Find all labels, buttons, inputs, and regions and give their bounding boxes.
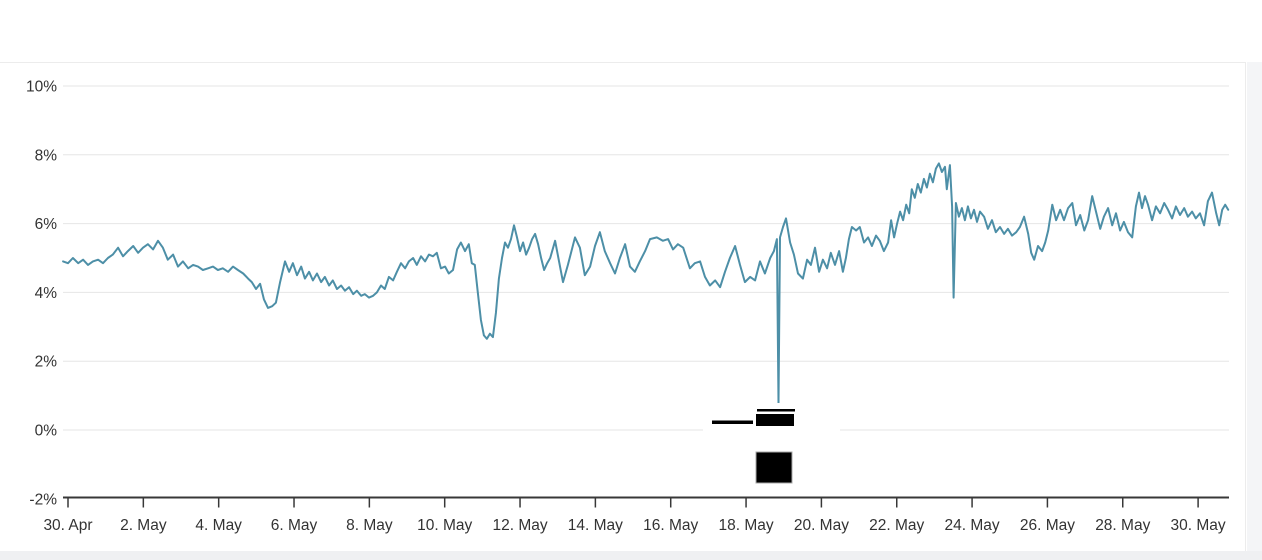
y-axis-label: 2% [35,354,58,371]
x-axis-label: 30. May [1171,517,1226,534]
plot-area[interactable] [63,70,1229,498]
page-right-strip [1247,62,1262,560]
x-axis-label: 6. May [271,517,318,534]
x-axis-label: 28. May [1095,517,1150,534]
y-axis-label: 4% [35,285,58,302]
x-axis-label: 12. May [492,517,547,534]
page-bottom-strip [0,551,1262,560]
y-axis-label: 8% [35,147,58,164]
x-axis-label: 2. May [120,517,167,534]
x-axis-label: 24. May [945,517,1000,534]
redacted-tooltip-rule [757,409,795,412]
x-axis-label: 8. May [346,517,393,534]
y-axis-label: 0% [35,423,58,440]
x-axis-label: 20. May [794,517,849,534]
x-axis-label: 16. May [643,517,698,534]
x-axis-label: 26. May [1020,517,1075,534]
chart-card [0,62,1246,551]
redacted-tooltip-text-left [712,420,753,424]
x-axis-label: 30. Apr [43,517,92,534]
redacted-axis-image [755,451,793,484]
y-axis-label: 10% [26,79,57,96]
y-axis-label: 6% [35,216,58,233]
y-axis-label: -2% [29,491,57,508]
series-line[interactable] [62,162,1230,405]
x-axis-label: 10. May [417,517,472,534]
x-axis-label: 18. May [718,517,773,534]
redacted-tooltip-text-right [756,414,794,426]
x-axis-label: 4. May [195,517,242,534]
x-axis-label: 14. May [568,517,623,534]
x-axis-label: 22. May [869,517,924,534]
